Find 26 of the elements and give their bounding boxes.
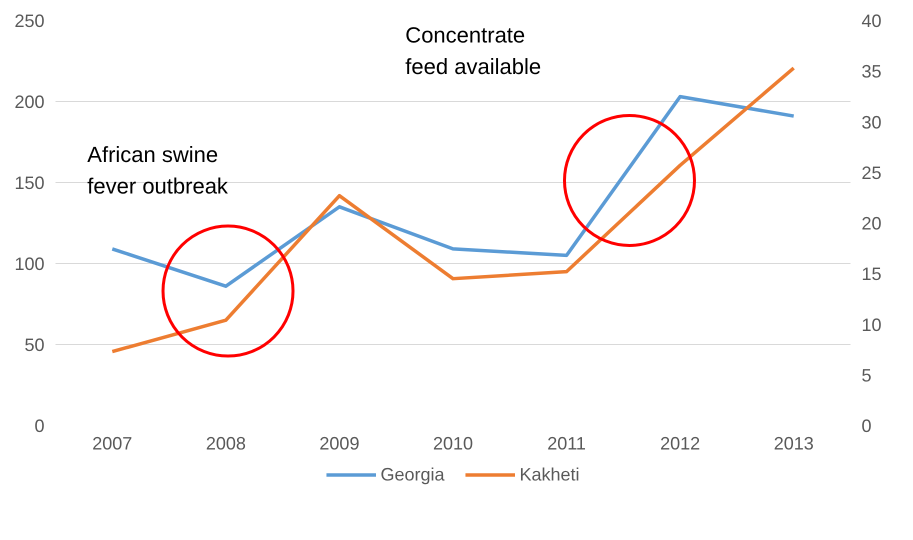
- x-tick-label: 2011: [547, 434, 586, 454]
- y2-tick-label: 20: [862, 214, 882, 234]
- y-tick-label: 200: [14, 92, 45, 112]
- annotation: African swine fever outbreak: [87, 142, 229, 198]
- y2-tick-label: 35: [862, 62, 882, 82]
- y-tick-label: 250: [14, 11, 45, 31]
- y2-tick-label: 5: [862, 365, 872, 386]
- y2-tick-label: 15: [862, 264, 882, 284]
- x-tick-label: 2009: [319, 434, 360, 454]
- legend-label: Kakheti: [520, 464, 580, 485]
- y-tick-label: 0: [34, 416, 45, 436]
- y2-tick-label: 10: [862, 314, 882, 335]
- annotation: Concentrate feed available: [405, 22, 542, 79]
- y2-tick-label: 40: [862, 11, 882, 31]
- legend-label: Georgia: [380, 464, 444, 485]
- y-tick-label: 100: [14, 254, 45, 274]
- x-tick-label: 2008: [206, 434, 246, 454]
- x-tick-label: 2007: [92, 434, 132, 454]
- x-tick-label: 2013: [774, 434, 814, 454]
- x-tick-label: 2010: [432, 434, 474, 454]
- y-tick-label: 50: [24, 335, 45, 355]
- y2-tick-label: 25: [862, 162, 882, 183]
- y2-tick-label: 0: [862, 416, 872, 436]
- y2-tick-label: 30: [862, 112, 882, 132]
- y-tick-label: 150: [14, 173, 45, 193]
- x-tick-label: 2012: [660, 434, 700, 454]
